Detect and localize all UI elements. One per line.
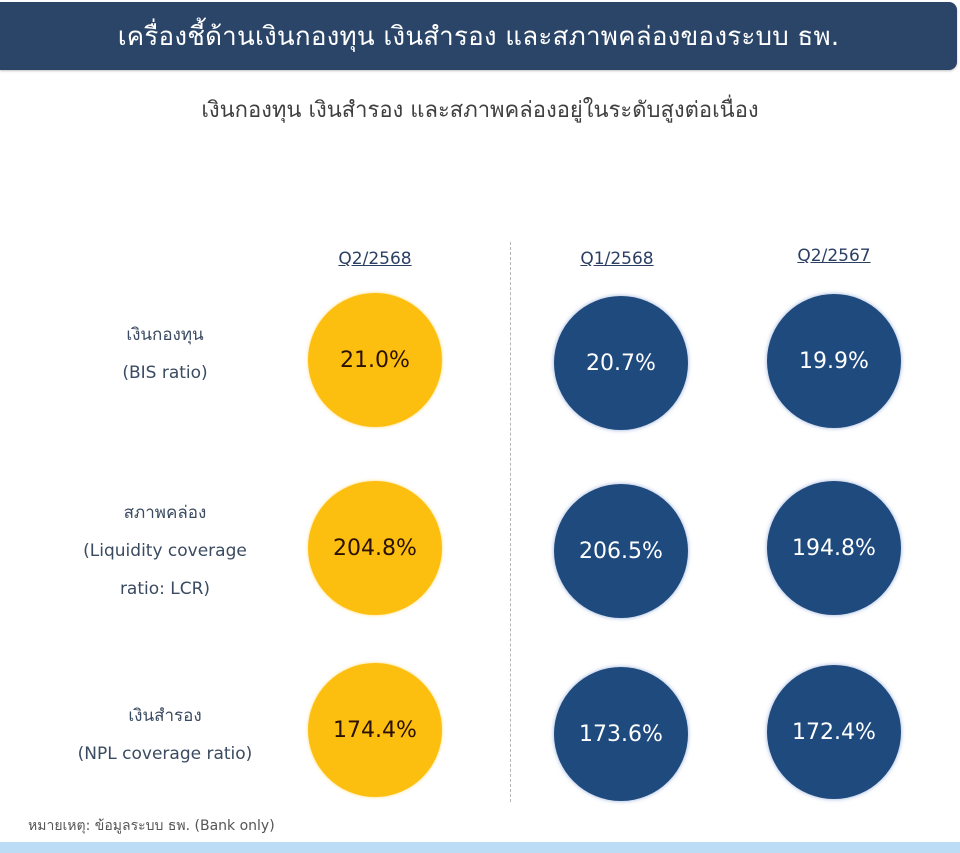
dashed-divider xyxy=(510,242,511,802)
row-label-th: เงินกองทุน xyxy=(126,325,204,345)
value-circle-lcr-q2-2568: 204.8% xyxy=(308,481,442,615)
row-label-th: เงินสำรอง xyxy=(128,706,202,726)
value-circle-npl-q1-2568: 173.6% xyxy=(554,667,688,801)
column-header-q2-2567: Q2/2567 xyxy=(797,246,871,266)
value-circle-lcr-q2-2567: 194.8% xyxy=(767,481,901,615)
footnote: หมายเหตุ: ข้อมูลระบบ ธพ. (Bank only) xyxy=(28,818,275,834)
value-circle-lcr-q1-2568: 206.5% xyxy=(554,484,688,618)
bottom-bar xyxy=(0,842,960,853)
value-circle-bis-q2-2567: 19.9% xyxy=(767,294,901,428)
header-bar: เครื่องชี้ด้านเงินกองทุน เงินสำรอง และสภ… xyxy=(0,2,957,70)
row-label-npl: เงินสำรอง (NPL coverage ratio) xyxy=(40,697,290,773)
row-label-th: สภาพคล่อง xyxy=(123,503,207,523)
value-circle-bis-q1-2568: 20.7% xyxy=(554,296,688,430)
row-label-lcr: สภาพคล่อง (Liquidity coverage ratio: LCR… xyxy=(40,494,290,608)
page-title: เครื่องชี้ด้านเงินกองทุน เงินสำรอง และสภ… xyxy=(117,21,840,52)
row-label-bis: เงินกองทุน (BIS ratio) xyxy=(40,316,290,392)
row-label-en: (BIS ratio) xyxy=(122,363,208,383)
row-label-en: (NPL coverage ratio) xyxy=(77,744,253,764)
row-label-en: (Liquidity coverage xyxy=(83,541,247,561)
column-header-q1-2568: Q1/2568 xyxy=(580,249,654,269)
row-label-en-2: ratio: LCR) xyxy=(119,579,211,599)
value-circle-npl-q2-2568: 174.4% xyxy=(308,663,442,797)
subtitle: เงินกองทุน เงินสำรอง และสภาพคล่องอยู่ในร… xyxy=(201,98,759,123)
value-circle-bis-q2-2568: 21.0% xyxy=(308,293,442,427)
column-header-q2-2568: Q2/2568 xyxy=(338,249,412,269)
value-circle-npl-q2-2567: 172.4% xyxy=(767,665,901,799)
